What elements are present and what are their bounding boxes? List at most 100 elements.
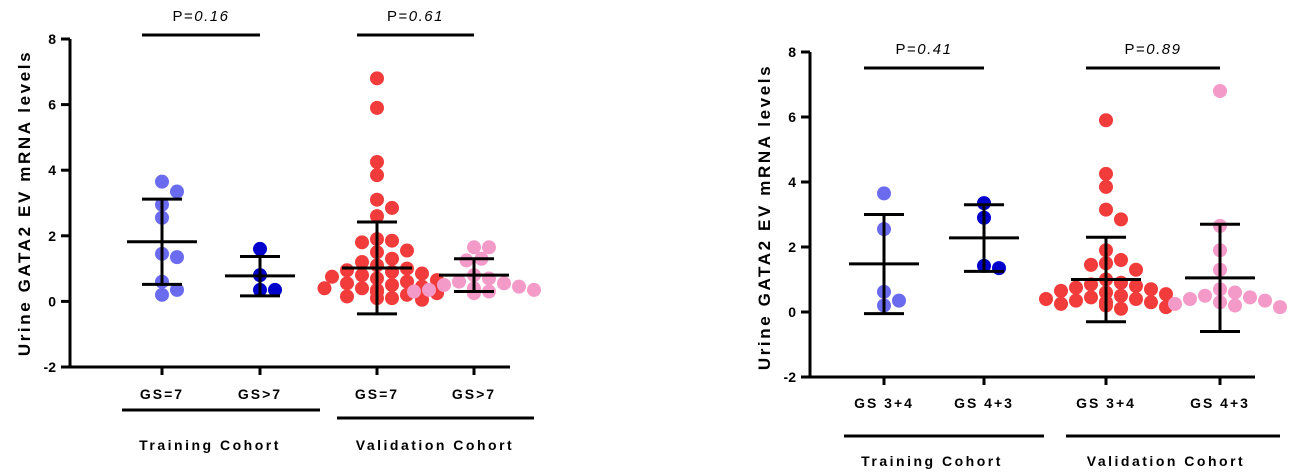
data-point — [497, 276, 511, 291]
y-tick-label: -2 — [44, 359, 57, 375]
y-tick-label: 0 — [48, 293, 56, 309]
data-point — [370, 168, 384, 183]
data-point — [1243, 290, 1257, 305]
data-point — [385, 251, 399, 266]
data-point — [1114, 253, 1128, 267]
data-point — [340, 289, 354, 304]
group-label: Validation Cohort — [1087, 453, 1245, 469]
data-point — [400, 243, 414, 258]
data-point — [1099, 202, 1113, 217]
data-point — [253, 241, 267, 256]
p-value-label: P=0.89 — [1125, 41, 1182, 58]
data-point — [1084, 257, 1098, 272]
data-point — [1213, 84, 1227, 98]
x-category-label: GS 3+4 — [1076, 395, 1136, 411]
data-point — [452, 274, 466, 289]
y-tick-label: 0 — [788, 304, 796, 320]
data-point — [170, 250, 184, 265]
data-point — [467, 286, 481, 301]
data-point — [1069, 293, 1083, 308]
data-point — [437, 278, 451, 292]
p-value-number: 0.61 — [409, 8, 444, 25]
chart-1: -2 0 2 4 6 8 GS=7 GS>7 GS=7 GS>7 Training Cohort Va… — [15, 8, 541, 453]
data-point — [155, 287, 169, 302]
data-point — [1114, 275, 1128, 290]
x-category-label: GS 4+3 — [1190, 395, 1250, 411]
y-tick-label: 6 — [48, 97, 56, 113]
x-category-label: GS>7 — [452, 386, 496, 402]
data-point — [512, 279, 526, 294]
data-point — [1069, 280, 1083, 295]
y-tick-label: 2 — [48, 228, 56, 244]
data-point — [370, 155, 384, 169]
data-point — [1159, 287, 1173, 302]
data-point — [1228, 285, 1242, 300]
p-value-number: 0.89 — [1146, 41, 1181, 58]
y-axis-label: Urine GATA2 EV mRNA levels — [15, 50, 34, 356]
data-point — [1228, 298, 1242, 313]
x-category-label: GS 4+3 — [954, 395, 1014, 411]
data-point — [370, 209, 384, 224]
y-tick-label: 4 — [48, 162, 56, 178]
x-category-label: GS 3+4 — [854, 395, 914, 411]
data-point — [467, 240, 481, 255]
data-point — [1054, 283, 1068, 298]
p-value-prefix: P= — [1125, 41, 1147, 58]
data-point — [407, 284, 421, 299]
data-point — [482, 240, 496, 255]
data-point — [1258, 293, 1272, 308]
data-point — [155, 174, 169, 189]
data-point — [892, 293, 906, 308]
y-axis-label: Urine GATA2 EV mRNA levels — [755, 64, 774, 370]
p-value-label: P=0.61 — [387, 8, 444, 25]
data-point — [1084, 290, 1098, 305]
data-point — [459, 253, 474, 268]
y-tick-label: 6 — [788, 109, 796, 125]
data-point — [422, 282, 436, 297]
data-point — [268, 282, 282, 297]
data-point — [1114, 288, 1128, 303]
data-point — [1183, 292, 1197, 306]
data-point — [1129, 262, 1143, 277]
data-point — [1099, 113, 1113, 128]
p-value-number: 0.16 — [194, 8, 229, 25]
data-point — [355, 255, 369, 270]
data-point — [385, 233, 399, 248]
group-label: Validation Cohort — [356, 437, 514, 453]
data-point — [385, 278, 399, 292]
data-point — [325, 269, 339, 284]
p-value-prefix: P= — [387, 8, 409, 25]
data-point — [415, 266, 429, 281]
group-label: Training Cohort — [139, 437, 281, 453]
y-tick-label: 2 — [788, 239, 796, 255]
p-value-label: P=0.41 — [896, 41, 953, 58]
data-point — [1099, 179, 1113, 194]
data-point — [1114, 212, 1128, 227]
data-point — [355, 281, 369, 296]
data-point — [370, 71, 384, 86]
data-point — [1114, 301, 1128, 316]
x-category-label: GS=7 — [140, 386, 184, 402]
data-point — [1273, 300, 1287, 315]
data-point — [355, 268, 369, 283]
data-point — [370, 100, 384, 115]
y-tick-label: -2 — [784, 369, 797, 385]
data-point — [385, 291, 399, 306]
data-point — [1054, 296, 1068, 311]
y-tick-label: 8 — [48, 31, 56, 47]
p-value-number: 0.41 — [917, 41, 952, 58]
data-point — [977, 196, 991, 211]
data-point — [317, 281, 332, 296]
data-point — [400, 274, 414, 289]
data-point — [1144, 295, 1158, 310]
data-point — [527, 282, 541, 297]
p-value-prefix: P= — [173, 8, 195, 25]
chart-2: -2 0 2 4 6 8 GS 3+4 GS 4+3 GS 3+4 GS 4+3 Training … — [755, 41, 1287, 469]
data-point — [340, 263, 354, 278]
data-point — [1129, 279, 1143, 293]
x-category-label: GS=7 — [355, 386, 399, 402]
data-point — [170, 184, 184, 199]
data-point — [370, 192, 384, 207]
data-point — [1198, 288, 1212, 303]
